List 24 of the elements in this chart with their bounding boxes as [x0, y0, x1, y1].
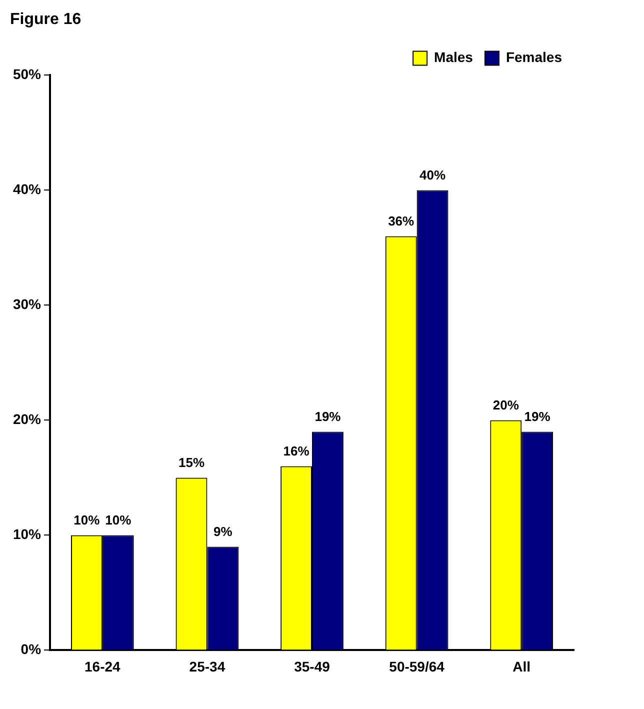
y-tick-label: 0%	[20, 641, 42, 658]
data-label: 36%	[388, 213, 415, 228]
data-label: 10%	[74, 512, 100, 528]
legend-label: Males	[434, 49, 474, 66]
data-label: 16%	[283, 443, 310, 458]
y-tick-label: 10%	[12, 526, 42, 542]
data-label: 9%	[214, 524, 233, 539]
x-tick-label: 16-24	[84, 658, 121, 674]
x-tick-label: 35-49	[294, 658, 330, 674]
x-tick-label: All	[512, 658, 531, 674]
data-label: 10%	[105, 512, 132, 528]
y-tick-label: 50%	[12, 66, 42, 82]
data-label: 15%	[178, 454, 205, 470]
x-tick-label: 50-59/64	[389, 658, 445, 674]
data-label: 40%	[420, 167, 446, 182]
data-label: 19%	[524, 408, 551, 424]
y-tick-label: 20%	[12, 411, 42, 428]
data-label: 20%	[492, 397, 520, 412]
legend-label: Females	[506, 49, 562, 66]
x-tick-label: 25-34	[189, 658, 226, 674]
data-label: 19%	[314, 408, 342, 424]
y-tick-label: 40%	[12, 181, 42, 198]
chart-title: Figure 16	[10, 11, 82, 28]
y-tick-label: 30%	[12, 296, 42, 312]
